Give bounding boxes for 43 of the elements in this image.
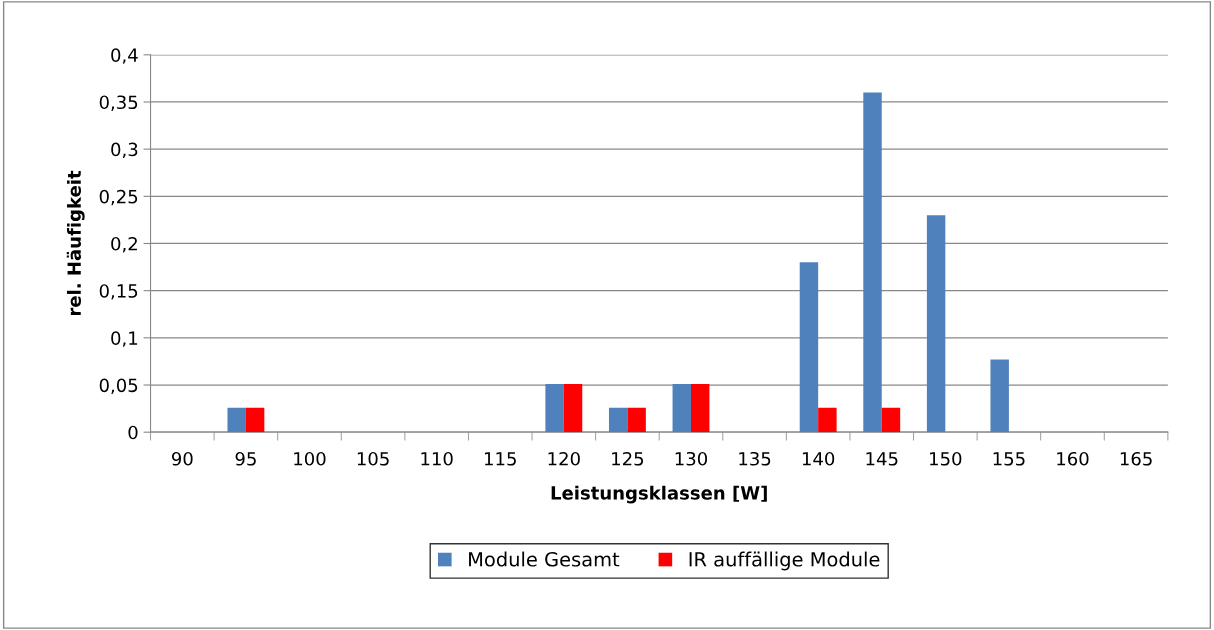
x-tick-label: 125 [612,451,644,466]
x-tick-label: 115 [485,452,516,466]
y-tick-label: 0,2 [111,236,137,253]
y-tick-label: 0,35 [99,95,138,111]
x-tick-label: 145 [866,452,898,466]
x-tick-label: 135 [739,451,771,466]
x-tick-label: 120 [548,451,580,466]
y-tick-label: 0,4 [111,48,138,64]
x-tick-label: 165 [1120,451,1152,466]
x-tick-label: 90 [171,451,193,466]
x-tick-label: 130 [675,451,708,466]
bar [545,384,564,433]
bar [227,407,246,433]
y-tick-label: 0,3 [111,142,138,159]
y-axis-title: rel. Häufigkeit [66,170,85,316]
x-tick-label: 100 [294,451,326,466]
bar [818,407,837,433]
y-tick-label: 0 [128,425,138,440]
y-tick-label: 0,15 [99,284,138,300]
bar [563,384,583,433]
bar [245,407,265,433]
y-tick-label: 0,05 [99,378,138,394]
y-tick-label: 0,25 [99,189,138,206]
legend-label: IR auffällige Module [689,551,880,571]
x-axis-title: Leistungsklassen [W] [551,485,767,504]
x-tick-label: 155 [993,452,1025,466]
bar [799,262,819,433]
bar [690,384,710,433]
x-tick-label: 140 [802,451,835,466]
bar [881,407,901,433]
bar [627,407,646,433]
bar [926,215,946,433]
x-tick-label: 150 [930,451,962,466]
bar [990,359,1009,433]
bar [608,407,628,433]
legend-label: Module Gesamt [469,551,620,567]
x-tick-label: 160 [1057,451,1089,466]
y-tick-label: 0,1 [111,331,138,347]
x-tick-label: 105 [357,451,389,466]
x-tick-label: 110 [421,451,453,466]
bar [672,384,691,433]
bar [863,92,882,433]
x-tick-label: 95 [235,451,256,466]
